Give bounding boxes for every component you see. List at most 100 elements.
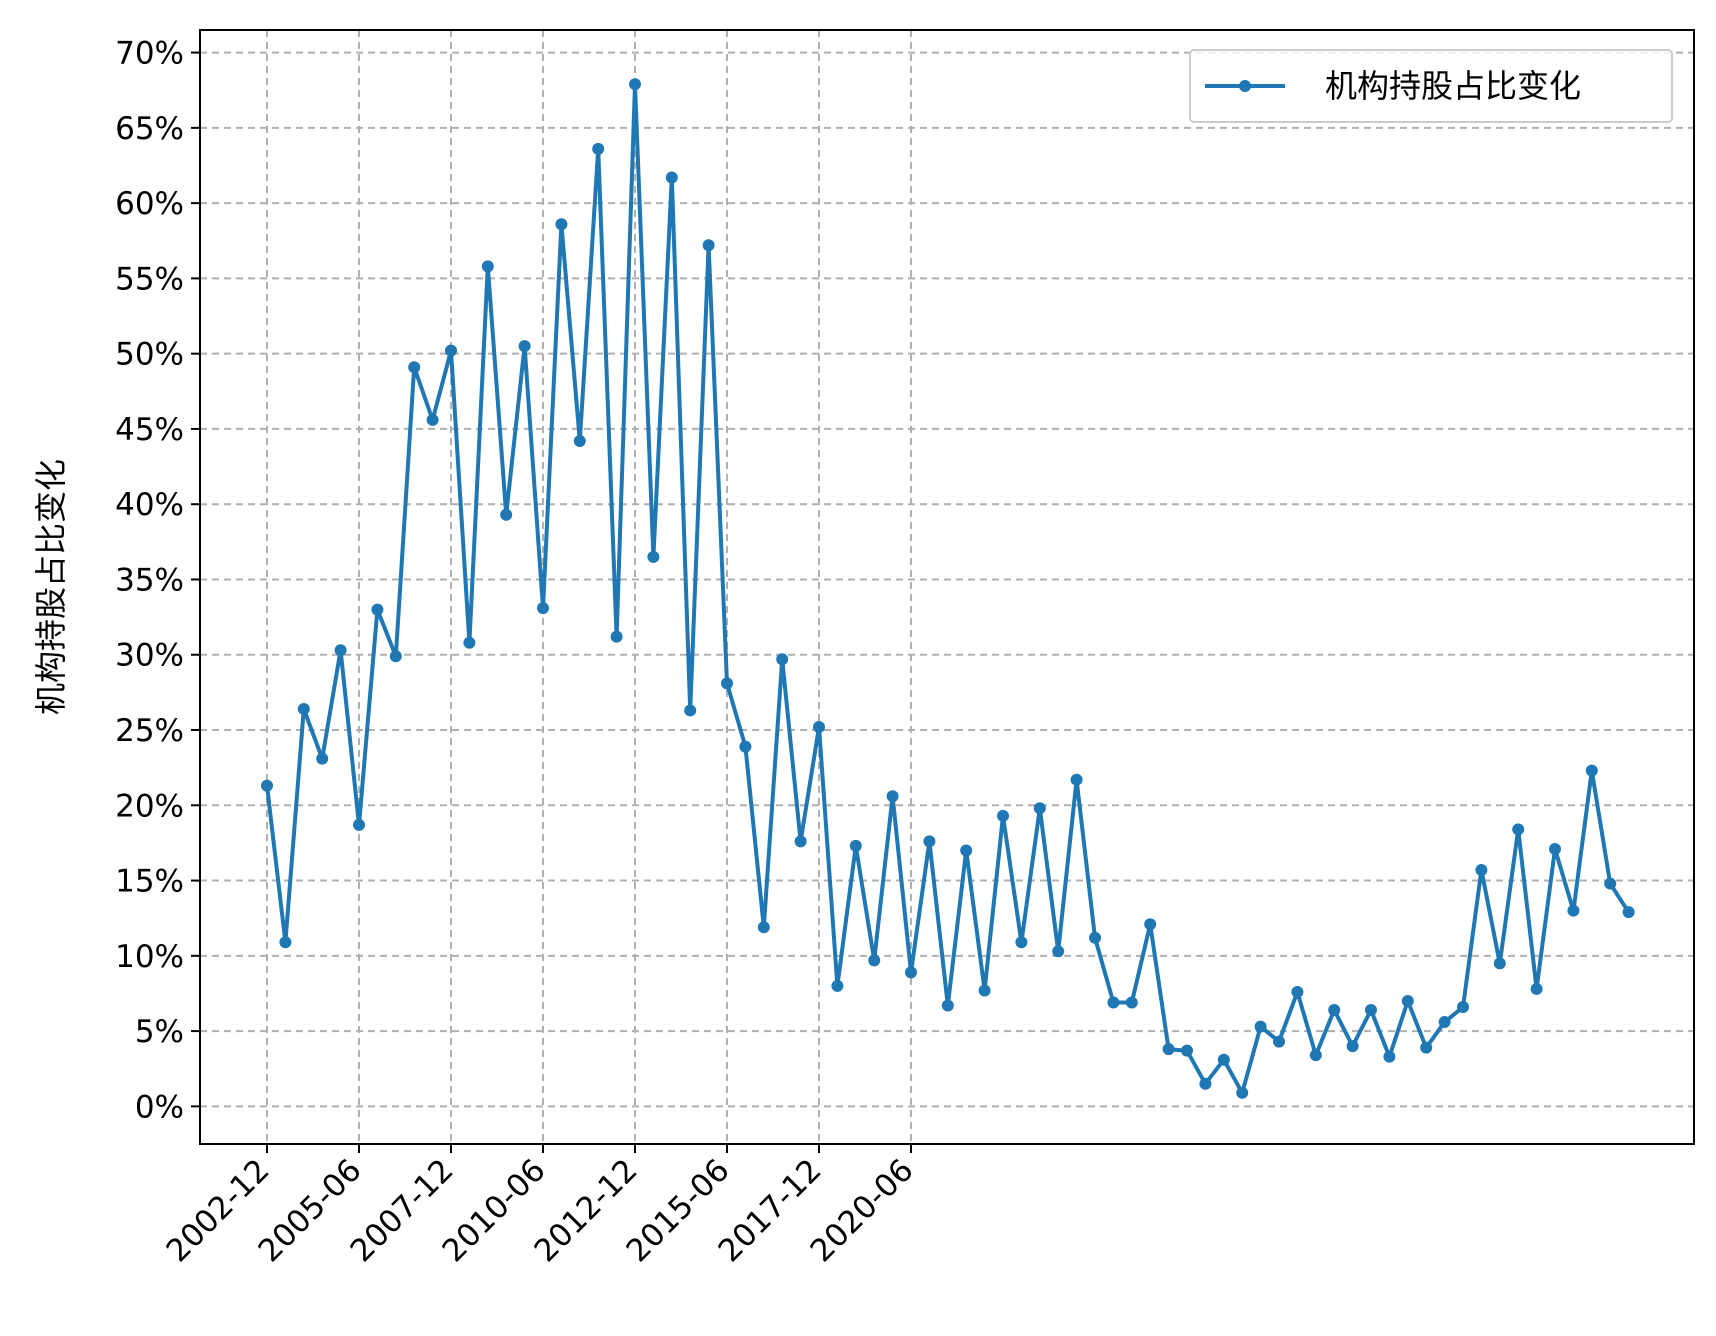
axes-frame — [199, 29, 1695, 1145]
data-point — [757, 921, 770, 934]
data-point — [684, 704, 697, 717]
data-point — [794, 835, 807, 848]
data-point — [1291, 985, 1304, 998]
data-point — [997, 809, 1009, 822]
data-point — [316, 752, 329, 765]
data-point — [408, 361, 421, 374]
data-point — [297, 702, 310, 715]
data-point — [665, 171, 678, 184]
y-tick-label: 0% — [135, 1089, 184, 1125]
data-point — [1567, 904, 1580, 917]
data-point — [868, 954, 881, 967]
data-point — [1089, 931, 1101, 944]
data-point — [555, 218, 568, 231]
data-point — [1107, 996, 1120, 1009]
data-point — [813, 721, 825, 734]
axes — [191, 29, 1695, 1153]
data-point — [1585, 764, 1598, 777]
data-point — [463, 636, 476, 649]
data-point — [941, 999, 954, 1012]
data-point — [1512, 823, 1525, 836]
data-point — [1181, 1044, 1193, 1057]
data-point — [1328, 1004, 1341, 1017]
data-point — [573, 434, 586, 447]
data-point — [1383, 1050, 1396, 1063]
data-point — [1549, 842, 1561, 855]
legend-label: 机构持股占比变化 — [1325, 67, 1581, 105]
data-point — [500, 508, 513, 521]
y-tick-label: 40% — [115, 487, 184, 523]
data-point — [886, 790, 899, 803]
data-point — [849, 839, 862, 852]
data-point — [739, 740, 752, 753]
legend: 机构持股占比变化 — [1189, 49, 1673, 123]
data-point — [1125, 996, 1138, 1009]
data-point — [702, 239, 715, 252]
y-tick-label: 60% — [115, 186, 184, 222]
data-point — [1144, 918, 1157, 931]
series-layer — [261, 78, 1635, 1099]
data-point — [776, 653, 789, 666]
y-tick-label: 50% — [115, 337, 184, 373]
data-point — [426, 413, 439, 426]
data-point — [1493, 957, 1506, 970]
data-point — [389, 650, 402, 663]
data-point — [610, 630, 623, 643]
data-point — [1070, 773, 1083, 786]
data-point — [1604, 877, 1617, 890]
data-point — [1273, 1035, 1285, 1048]
y-tick-label: 10% — [115, 939, 184, 975]
data-point — [1365, 1004, 1377, 1017]
data-point — [1309, 1049, 1322, 1062]
data-point — [1530, 982, 1543, 995]
data-point — [960, 844, 973, 857]
data-point — [1420, 1041, 1433, 1054]
data-point — [1199, 1077, 1212, 1090]
data-point — [1475, 864, 1488, 877]
data-point — [1457, 1001, 1469, 1014]
data-point — [261, 779, 273, 792]
data-point — [1254, 1020, 1267, 1033]
data-point — [1015, 936, 1028, 949]
legend-box — [1189, 49, 1673, 123]
data-point — [279, 936, 292, 949]
data-point — [334, 644, 347, 657]
data-point — [1162, 1043, 1175, 1056]
y-tick-label: 70% — [115, 36, 184, 72]
y-tick-label: 65% — [115, 111, 184, 147]
y-tick-label: 30% — [115, 638, 184, 674]
data-point — [445, 344, 457, 357]
data-point — [371, 603, 384, 616]
data-point — [1236, 1086, 1249, 1099]
data-point — [721, 677, 733, 690]
data-point — [978, 984, 991, 997]
data-point — [518, 340, 531, 353]
data-point — [1052, 945, 1065, 958]
data-point — [647, 550, 660, 563]
y-tick-label: 35% — [115, 562, 184, 598]
y-axis-title: 机构持股占比变化 — [32, 459, 70, 715]
data-point — [481, 260, 494, 273]
legend-dot-marker — [1239, 80, 1251, 92]
y-tick-label: 25% — [115, 713, 184, 749]
data-point — [1622, 906, 1635, 919]
data-point — [923, 835, 936, 848]
y-tick-label: 5% — [135, 1014, 184, 1050]
data-point — [1346, 1040, 1359, 1053]
data-point — [592, 142, 605, 155]
data-point — [353, 818, 365, 831]
y-tick-label: 15% — [115, 864, 184, 900]
data-point — [629, 78, 641, 91]
grid-lines — [200, 30, 1694, 1144]
data-point — [831, 979, 844, 992]
y-tick-label: 55% — [115, 261, 184, 297]
data-point — [537, 602, 549, 615]
data-point — [1401, 994, 1414, 1007]
data-point — [1438, 1016, 1451, 1029]
data-point — [1217, 1053, 1230, 1066]
data-point — [1033, 802, 1046, 815]
y-tick-label: 20% — [115, 788, 184, 824]
